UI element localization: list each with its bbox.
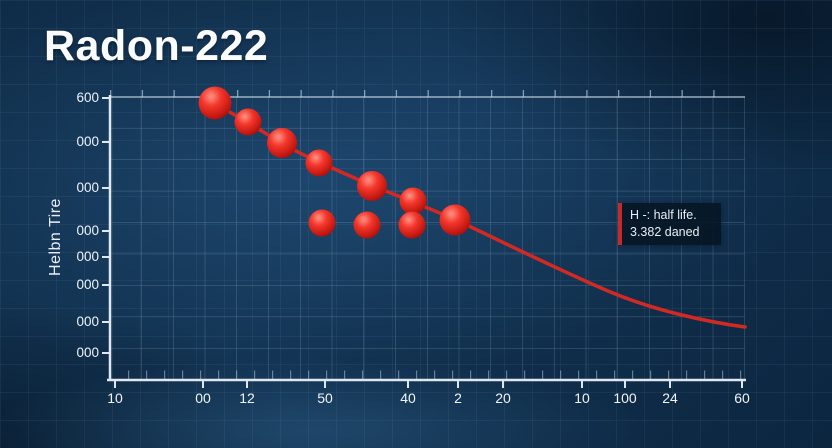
x-axis-tick-label: 00 xyxy=(195,390,211,406)
data-point-spheres xyxy=(198,86,471,239)
y-axis-tick-label: 000 xyxy=(76,223,99,238)
x-axis-tick-label: 50 xyxy=(317,390,333,406)
data-point-sphere xyxy=(398,211,426,239)
y-axis-tick-label: 000 xyxy=(76,277,99,292)
page-title: Radon-222 xyxy=(44,22,269,70)
y-axis-tick-label: 600 xyxy=(76,90,99,105)
data-point-sphere xyxy=(198,86,232,120)
annotation-line-2: 3.382 daned xyxy=(630,224,700,239)
x-axis-tick-label: 40 xyxy=(400,390,416,406)
x-axis-tick-label: 10 xyxy=(574,390,590,406)
data-point-sphere xyxy=(353,211,381,239)
x-axis-tick-label: 60 xyxy=(734,390,750,406)
y-axis-tick-label: 000 xyxy=(76,180,99,195)
data-point-sphere xyxy=(439,204,471,236)
data-point-sphere xyxy=(308,209,336,237)
x-axis-tick-label: 100 xyxy=(613,390,637,406)
data-point-sphere xyxy=(305,149,333,177)
x-axis-tick-label: 24 xyxy=(662,390,678,406)
data-point-sphere xyxy=(234,108,262,136)
x-axis-tick-label: 2 xyxy=(454,390,462,406)
y-axis-tick-label: 000 xyxy=(76,314,99,329)
x-axis-tick-label: 10 xyxy=(107,390,123,406)
x-axis-tick-label: 20 xyxy=(495,390,511,406)
data-point-sphere xyxy=(267,128,297,158)
data-point-sphere xyxy=(357,171,387,201)
axis-tickmarks xyxy=(102,97,743,388)
annotation-line-1: H -: half life. xyxy=(630,208,697,222)
y-axis-tick-label: 000 xyxy=(76,249,99,264)
x-axis-tick-label: 12 xyxy=(239,390,255,406)
y-axis-tick-label: 000 xyxy=(76,134,99,149)
y-axis-tick-label: 000 xyxy=(76,345,99,360)
half-life-annotation: H -: half life. 3.382 daned xyxy=(618,203,721,245)
data-point-sphere xyxy=(399,187,427,215)
